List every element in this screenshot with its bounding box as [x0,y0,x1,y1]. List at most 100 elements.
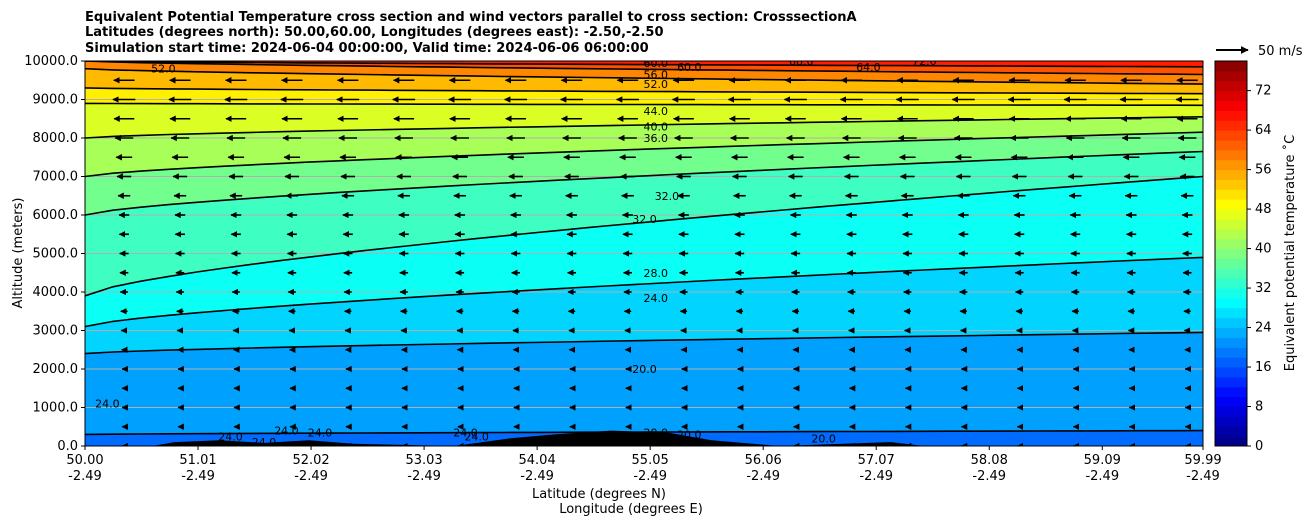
colorbar-swatch-31 [1215,130,1247,141]
colorbar-tick-label-6: 48 [1255,202,1272,217]
colorbar-swatch-36 [1215,80,1247,92]
colorbar-swatch-22 [1215,218,1247,230]
y-tick-label-7: 7000.0 [33,170,79,185]
x-axis-ticks: 50.00-2.4951.01-2.4952.02-2.4953.03-2.49… [66,446,1222,484]
title-line-1: Equivalent Potential Temperature cross s… [85,10,857,25]
colorbar: 0 8 16 24 32 40 48 56 64 72 Equivalent potential … [1214,60,1298,454]
contour-label-17: 24.0 [252,436,277,449]
contour-label-20: 20.0 [644,427,669,440]
colorbar-swatch-18 [1215,258,1247,269]
colorbar-tick-label-2: 16 [1255,360,1272,375]
contour-line-64.0 [85,61,1203,68]
x-tick-label-lat-8: 58.08 [971,453,1008,468]
contour-label-23: 52.0 [151,63,176,76]
colorbar-swatch-17 [1215,268,1247,279]
x-axis-label-longitude: Longitude (degrees E) [559,502,703,517]
contour-line-28.0 [85,256,1203,328]
x-tick-label-lon-10: -2.49 [1186,469,1220,484]
colorbar-tick-label-4: 32 [1255,281,1272,296]
contour-line-24.0 [85,331,1203,355]
colorbar-ticks: 0 8 16 24 32 40 48 56 64 72 [1247,84,1272,454]
contour-label-2: 52.0 [644,78,669,91]
y-tick-label-3: 3000.0 [33,324,79,339]
contour-label-12: 20.0 [632,363,657,376]
colorbar-swatch-13 [1215,307,1247,319]
colorbar-swatch-15 [1215,288,1247,299]
colorbar-swatch-12 [1215,317,1247,329]
contour-line-48.0 [85,102,1203,107]
x-tick-label-lon-9: -2.49 [1085,469,1119,484]
contour-label-3: 60.0 [677,61,702,74]
y-tick-label-4: 4000.0 [33,285,79,300]
x-tick-label-lat-7: 57.07 [858,453,895,468]
colorbar-swatch-16 [1215,278,1247,289]
contour-label-4: 64.0 [856,61,881,74]
colorbar-swatch-37 [1215,70,1247,82]
colorbar-swatch-30 [1215,139,1247,151]
x-tick-label-lon-0: -2.49 [68,469,102,484]
y-tick-label-9: 9000.0 [33,93,79,108]
x-tick-label-lat-4: 54.04 [519,453,556,468]
y-axis-label: Altitude (meters) [11,198,26,309]
x-tick-label-lon-3: -2.49 [407,469,441,484]
colorbar-swatch-20 [1215,238,1247,250]
x-tick-label-lat-9: 59.09 [1084,453,1121,468]
x-axis-label-latitude: Latitude (degrees N) [532,487,666,502]
contour-label-19: 24.0 [464,430,489,443]
colorbar-swatch-4 [1215,396,1247,408]
contour-label-18: 24.0 [453,427,478,440]
colorbar-tick-label-9: 72 [1255,84,1272,99]
contour-label-13: 24.0 [95,398,120,411]
contour-label-11: 24.0 [644,292,669,305]
colorbar-swatch-24 [1215,199,1247,210]
contour-label-25: 72.0 [912,55,937,68]
y-tick-label-6: 6000.0 [33,208,79,223]
colorbar-swatch-2 [1215,416,1247,427]
colorbar-swatch-9 [1215,347,1247,358]
contour-labels: 60.056.052.060.0 64.044.040.036.032.032.0… [95,55,937,449]
contour-line-60.0 [85,61,1203,76]
contour-label-15: 24.0 [308,427,333,440]
colorbar-swatch-38 [1215,61,1247,72]
contour-label-9: 32.0 [632,213,657,226]
x-tick-label-lon-5: -2.49 [633,469,667,484]
colorbar-swatch-5 [1215,386,1247,398]
y-tick-label-1: 1000.0 [33,401,79,416]
title-line-2: Latitudes (degrees north): 50.00,60.00, … [85,25,664,40]
terrain [152,430,925,446]
colorbar-tick-label-3: 24 [1255,321,1272,336]
title-line-3: Simulation start time: 2024-06-04 00:00:… [85,41,649,56]
colorbar-tick-label-8: 64 [1255,123,1272,138]
colorbar-tick-label-0: 0 [1255,439,1263,454]
contour-label-0: 60.0 [644,57,669,70]
quiver-key: 50 m/s [1216,44,1303,59]
colorbar-swatch-6 [1215,376,1247,388]
colorbar-swatch-34 [1215,100,1247,111]
wind-vectors [112,77,1199,446]
terrain-profile [152,430,925,446]
contour-line-56.0 [85,67,1203,85]
colorbar-swatch-3 [1215,406,1247,417]
contour-line-52.0 [85,87,1203,95]
colorbar-swatch-21 [1215,228,1247,240]
colorbar-swatch-7 [1215,367,1247,378]
contour-label-5: 44.0 [644,105,669,118]
contour-label-1: 56.0 [644,68,669,81]
x-tick-label-lat-1: 51.01 [179,453,216,468]
contour-label-7: 36.0 [644,132,669,145]
colorbar-swatch-26 [1215,179,1247,190]
contour-label-8: 32.0 [655,190,680,203]
colorbar-swatch-33 [1215,110,1247,121]
contour-label-10: 28.0 [644,267,669,280]
colorbar-swatch-28 [1215,159,1247,171]
x-tick-label-lon-7: -2.49 [859,469,893,484]
colorbar-swatches [1215,61,1247,447]
y-tick-label-0: 0.0 [57,439,78,454]
contour-label-21: 20.0 [677,428,702,441]
x-tick-label-lat-3: 53.03 [405,453,442,468]
colorbar-swatch-19 [1215,248,1247,259]
x-tick-label-lon-4: -2.49 [520,469,554,484]
x-tick-label-lat-0: 50.00 [66,453,103,468]
x-tick-label-lon-2: -2.49 [294,469,328,484]
contour-label-14: 24.0 [274,425,299,438]
